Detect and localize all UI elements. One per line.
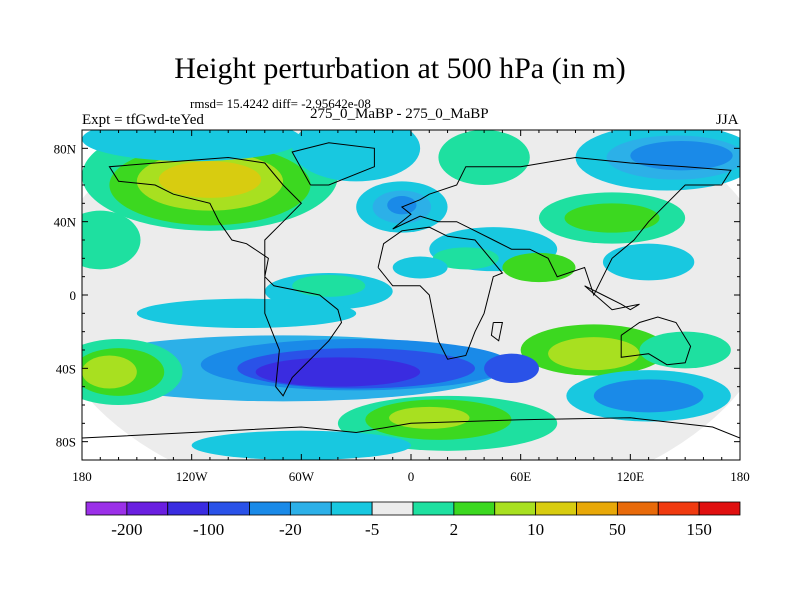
contour-region	[548, 337, 639, 370]
colorbar-swatch	[290, 502, 331, 515]
colorbar-label: -100	[193, 520, 224, 539]
colorbar-swatch	[413, 502, 454, 515]
colorbar-swatch	[209, 502, 250, 515]
colorbar-swatch	[250, 502, 291, 515]
contour-region	[137, 299, 356, 328]
colorbar-label: -20	[279, 520, 302, 539]
contour-region	[393, 257, 448, 279]
colorbar-swatch	[495, 502, 536, 515]
colorbar-label: 50	[609, 520, 626, 539]
colorbar-swatch	[699, 502, 740, 515]
contour-region	[292, 275, 365, 297]
y-tick-label: 40N	[54, 215, 77, 230]
colorbar-swatch	[168, 502, 209, 515]
y-tick-label: 0	[70, 288, 77, 303]
contour-region	[256, 357, 421, 386]
y-tick-label: 40S	[56, 361, 76, 376]
contour-region	[82, 117, 301, 161]
colorbar-swatch	[86, 502, 127, 515]
x-tick-label: 120E	[617, 469, 645, 484]
contour-region	[389, 407, 469, 429]
contour-region	[484, 354, 539, 383]
colorbar-label: -5	[365, 520, 379, 539]
chart-canvas: 180 120W 60W 0 60E 120E 180 80N 40N 0 40S 80S -200…	[0, 0, 800, 600]
contour-region	[292, 115, 420, 181]
x-tick-label: 180	[730, 469, 750, 484]
colorbar-label: 150	[686, 520, 712, 539]
x-tick-label: 120W	[176, 469, 209, 484]
colorbar-label: 2	[450, 520, 459, 539]
colorbar-swatch	[658, 502, 699, 515]
colorbar	[86, 502, 740, 515]
colorbar-label: -200	[111, 520, 142, 539]
y-tick-label: 80S	[56, 435, 76, 450]
colorbar-swatch	[617, 502, 658, 515]
x-tick-label: 180	[72, 469, 92, 484]
contour-field	[45, 75, 776, 515]
colorbar-labels: -200 -100 -20 -5 2 10 50 150	[111, 520, 712, 539]
contour-region	[387, 196, 416, 214]
colorbar-swatch	[536, 502, 577, 515]
contour-region	[502, 253, 575, 282]
colorbar-swatch	[454, 502, 495, 515]
contour-region	[630, 141, 732, 170]
contour-region	[565, 203, 660, 232]
x-tick-labels: 180 120W 60W 0 60E 120E 180	[72, 469, 750, 484]
contour-region	[603, 244, 694, 281]
contour-region	[82, 356, 137, 389]
y-tick-label: 80N	[54, 141, 77, 156]
x-tick-label: 0	[408, 469, 415, 484]
colorbar-swatch	[331, 502, 372, 515]
contour-region	[594, 379, 704, 412]
contour-region	[438, 130, 529, 185]
colorbar-label: 10	[527, 520, 544, 539]
x-tick-label: 60E	[510, 469, 531, 484]
y-tick-labels: 80N 40N 0 40S 80S	[54, 141, 77, 449]
colorbar-swatch	[127, 502, 168, 515]
colorbar-swatch	[577, 502, 618, 515]
x-tick-label: 60W	[289, 469, 315, 484]
contour-region	[159, 161, 261, 198]
colorbar-swatch	[372, 502, 413, 515]
